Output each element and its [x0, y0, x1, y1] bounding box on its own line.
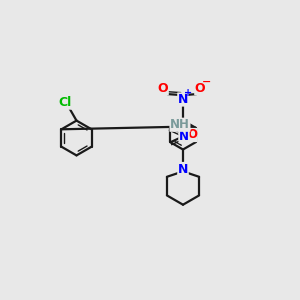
Text: O: O	[158, 82, 168, 94]
Text: N: N	[179, 127, 189, 140]
Text: O: O	[187, 128, 197, 142]
Text: N: N	[178, 93, 188, 106]
Text: O: O	[195, 82, 206, 94]
Text: N: N	[178, 163, 188, 176]
Text: Cl: Cl	[59, 96, 72, 109]
Text: N: N	[179, 130, 189, 143]
Text: +: +	[184, 88, 193, 98]
Text: NH: NH	[170, 118, 190, 131]
Text: −: −	[201, 77, 211, 87]
